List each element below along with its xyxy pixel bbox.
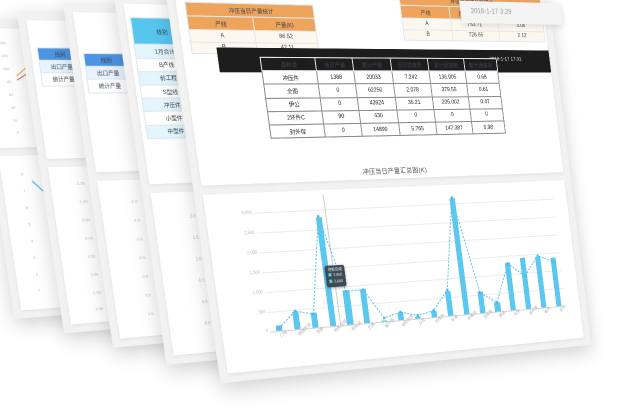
- card-5-main-r3c5: 0: [469, 108, 504, 122]
- card-5-main-th-3: 当日损废数: [389, 58, 429, 72]
- card-5-main-th-5: 累计损废率: [463, 58, 498, 72]
- report-card-5[interactable]: 冲压当日产量统计 产线 产量(K) A 86.52 B 42.11: [164, 0, 592, 384]
- card-5-main-r0c2: 20033: [353, 70, 394, 85]
- card-1-timestamp: 2018-1-17 3:29: [470, 8, 512, 16]
- tooltip-swatch-0: [328, 273, 332, 277]
- card-5-main-header-row: 品种类 当日产量 累计产量 当日损废数 累计损废数 累计损废率: [260, 57, 498, 72]
- card-5-left-r0c1: 86.52: [253, 30, 318, 44]
- card-5-table-main: 品种类 当日产量 累计产量 当日损废数 累计损废数 累计损废率 冲压件 1388…: [260, 57, 506, 139]
- tooltip-row-1: 2,680: [329, 279, 344, 286]
- chart-data-point: [344, 289, 348, 293]
- card-5-main-r1c3: 2.078: [393, 83, 432, 97]
- card-5-main-th-4: 累计损废数: [426, 58, 465, 72]
- card-5-main-r1c1: 0: [318, 84, 358, 98]
- chart-data-point: [316, 214, 320, 218]
- chart-ytick-4: 2,000: [246, 249, 258, 256]
- card-5-main-r2c0: 伊公: [265, 97, 323, 112]
- table-row: 冲压件 1388 20033 7.242 136.905 0.68: [261, 70, 500, 85]
- card-5-surface: 冲压当日产量统计 产线 产量(K) A 86.52 B 42.11: [164, 0, 592, 384]
- card-5-main-r0c0: 冲压件: [261, 70, 319, 85]
- chart-ytick-0: 0: [265, 327, 269, 334]
- card-5-right-th-0: 产线: [400, 5, 451, 20]
- chart-data-point: [398, 310, 402, 314]
- card-5-main-th-1: 当日产量: [315, 57, 354, 71]
- card-5-left-th-1: 产量(K): [252, 17, 317, 32]
- card-5-main-r3c4: 0: [433, 108, 472, 123]
- card-5-right-r1c2: 2.12: [498, 30, 546, 42]
- card-5-main-r3c3: 0: [396, 109, 436, 123]
- card-5-main-r0c1: 1388: [316, 70, 356, 85]
- card-5-main-r1c4: 379.55: [430, 83, 468, 97]
- card-5-main-r4c5: 0.98: [471, 120, 506, 134]
- card-5-main-r3c0: 2环件C: [267, 110, 325, 125]
- card-5-main-r1c0: 全图: [263, 84, 321, 98]
- table-row: B 726.65 2.12: [403, 29, 546, 42]
- chart-data-point: [495, 300, 499, 304]
- card-5-main-r1c5: 0.61: [466, 83, 501, 97]
- chart-ytick-1: 500: [258, 308, 266, 315]
- chart-ytick-2: 1,000: [251, 288, 264, 296]
- card-5-main-r3c2: 430: [358, 109, 399, 124]
- card-5-main-r4c0: 封外保: [269, 123, 326, 139]
- chart-data-point: [416, 313, 420, 317]
- chart-ytick-3: 1,500: [249, 269, 261, 276]
- card-5-left-th-0: 产线: [186, 16, 254, 31]
- card-5-table-left: 冲压当日产量统计 产线 产量(K) A 86.52 B 42.11: [184, 2, 320, 55]
- card-5-main-r0c4: 136.905: [428, 71, 467, 84]
- chart-data-point: [445, 288, 449, 292]
- card-5-main-r2c2: 43924: [357, 96, 397, 111]
- card-5-main-r0c3: 7.242: [391, 71, 431, 84]
- card-1-header-strip: 2018-1-17 3:29: [459, 0, 563, 25]
- card-5-main-r4c2: 14890: [360, 122, 401, 137]
- card-5-main-r2c4: 205.002: [431, 96, 470, 110]
- card-5-main-r2c3: 35.21: [394, 96, 434, 110]
- chart-ytick-6: 3,000: [240, 209, 253, 216]
- card-5-main-r3c1: 90: [322, 110, 361, 124]
- card-5-main-r4c4: 147.387: [435, 121, 473, 135]
- card-5-main-r2c5: 0.47: [467, 96, 503, 109]
- chart-tooltip: 地板总成 2,650 2,680: [324, 264, 348, 288]
- tooltip-swatch-1: [329, 279, 333, 283]
- card-5-right-r1c1: 726.65: [451, 29, 501, 42]
- card-5-main-r1c2: 62250: [355, 83, 395, 98]
- chart-ytick-5: 2,500: [243, 229, 255, 236]
- card-5-right-r1c0: B: [403, 29, 454, 41]
- card-5-main-r4c1: 0: [324, 123, 363, 138]
- card-5-main-r4c3: 5.765: [398, 122, 437, 136]
- card-5-main-r2c1: 0: [320, 97, 359, 111]
- card-5-main-th-0: 品种类: [260, 57, 317, 71]
- card-5-main-r0c5: 0.68: [464, 71, 500, 84]
- chart-data-point: [552, 260, 555, 264]
- card-5-right-r0c0: A: [401, 18, 452, 30]
- card-5-main-th-2: 累计产量: [351, 57, 392, 72]
- chart-data-point: [312, 312, 315, 316]
- card-5-left-r0c0: A: [188, 29, 256, 43]
- chart-data-point: [450, 196, 454, 199]
